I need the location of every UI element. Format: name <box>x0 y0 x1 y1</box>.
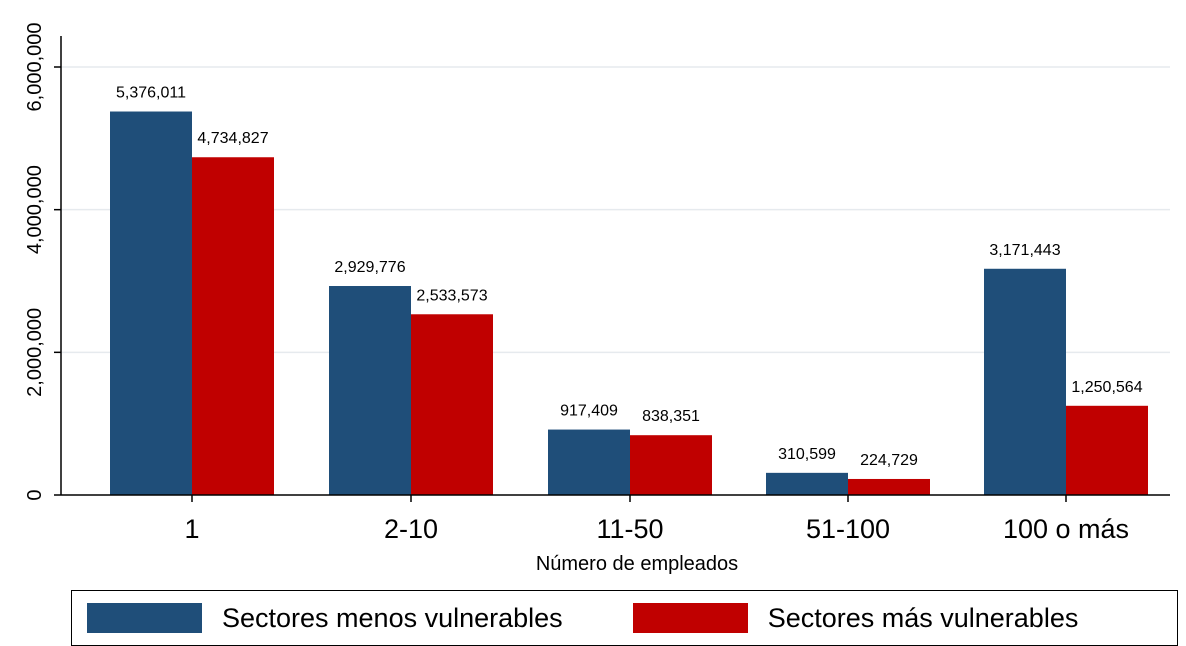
y-tick-label: 0 <box>24 489 46 500</box>
x-tick-label: 11-50 <box>596 514 663 544</box>
y-tick-label: 6,000,000 <box>24 23 46 112</box>
bar-value-label: 2,929,776 <box>334 259 405 276</box>
bar-value-label: 1,250,564 <box>1071 379 1142 396</box>
legend-item-less-vulnerable: Sectores menos vulnerables <box>87 603 563 634</box>
x-axis: 1 2-10 11-50 51-100 100 o más <box>61 494 1170 544</box>
x-tick-label: 2-10 <box>384 514 438 544</box>
legend-item-more-vulnerable: Sectores más vulnerables <box>632 602 1079 634</box>
bar-value-label: 917,409 <box>560 403 618 420</box>
legend-swatch-less-vulnerable <box>87 603 202 633</box>
bar-value-label: 3,171,443 <box>989 242 1060 259</box>
x-axis-title: Número de empleados <box>536 553 738 575</box>
bar-less-vulnerable <box>984 268 1066 495</box>
bar-value-label: 5,376,011 <box>116 85 186 102</box>
legend-label-less-vulnerable: Sectores menos vulnerables <box>222 602 563 633</box>
bar-less-vulnerable <box>766 472 848 495</box>
bar-more-vulnerable <box>1066 405 1148 495</box>
legend-swatch-more-vulnerable <box>632 603 748 633</box>
bar-value-label: 838,351 <box>642 408 700 425</box>
legend: Sectores menos vulnerables Sectores más … <box>71 590 1178 646</box>
bar-less-vulnerable <box>110 111 192 495</box>
y-tick-label: 2,000,000 <box>24 308 46 397</box>
y-tick-label: 4,000,000 <box>24 165 46 254</box>
bar-more-vulnerable <box>630 435 712 495</box>
bar-more-vulnerable <box>192 157 274 495</box>
bars <box>110 111 1148 495</box>
bar-value-label: 310,599 <box>778 446 836 463</box>
y-axis: 0 2,000,000 4,000,000 6,000,000 <box>24 23 62 501</box>
bar-more-vulnerable <box>411 314 493 495</box>
x-tick-label: 51-100 <box>806 514 890 544</box>
x-tick-label: 1 <box>184 514 199 544</box>
x-tick-label: 100 o más <box>1003 514 1129 544</box>
bar-more-vulnerable <box>848 478 930 495</box>
bar-less-vulnerable <box>329 286 411 495</box>
bar-value-label: 2,533,573 <box>416 287 487 304</box>
legend-label-more-vulnerable: Sectores más vulnerables <box>767 602 1079 633</box>
bar-value-label: 224,729 <box>860 452 918 469</box>
bar-less-vulnerable <box>548 429 630 495</box>
bar-labels: 5,376,011 4,734,827 2,929,776 2,533,573 917,… <box>116 85 1143 469</box>
bar-value-label: 4,734,827 <box>197 130 268 147</box>
